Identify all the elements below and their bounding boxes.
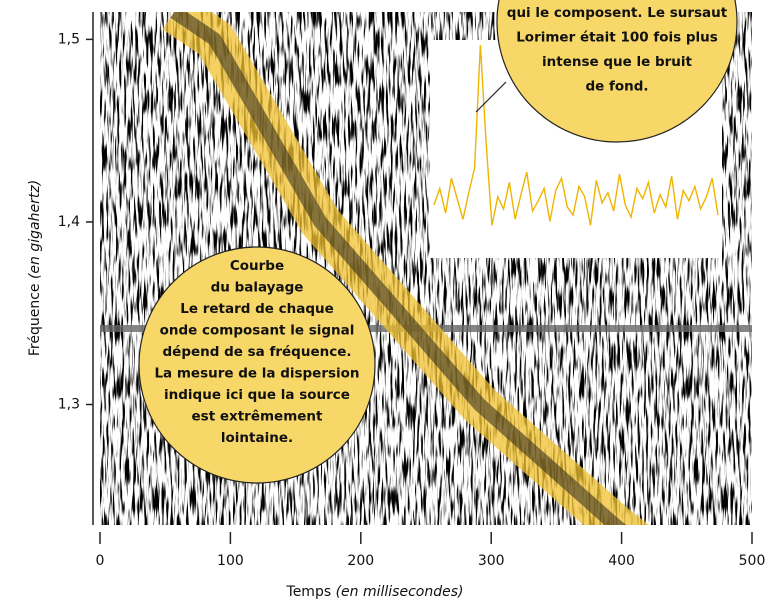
annotations: qui le composent. Le sursaut Lorimer étai… xyxy=(154,5,727,446)
annotation-line: indique ici que la source xyxy=(164,387,350,403)
x-tick-label: 400 xyxy=(608,553,635,569)
annotation-line: qui le composent. Le sursaut xyxy=(507,5,728,21)
y-tick-label: 1,5 xyxy=(58,31,80,47)
annotation-line: intense que le bruit xyxy=(542,54,693,70)
callout-left xyxy=(138,246,376,484)
x-tick-label: 200 xyxy=(347,553,374,569)
y-tick-label: 1,3 xyxy=(58,397,80,413)
x-tick-label: 100 xyxy=(217,553,244,569)
annotation-line: du balayage xyxy=(211,280,304,296)
x-tick-label: 0 xyxy=(96,553,105,569)
x-tick-label: 300 xyxy=(478,553,505,569)
connector xyxy=(475,81,507,113)
x-tick-label: 500 xyxy=(739,553,766,569)
annotation-line: est extrêmement xyxy=(192,409,324,425)
y-tick-label: 1,4 xyxy=(58,214,80,230)
annotation-line: La mesure de la dispersion xyxy=(154,366,359,382)
callout-top xyxy=(496,0,738,143)
plot xyxy=(162,12,650,525)
inset xyxy=(433,44,719,226)
annotation-line: de fond. xyxy=(585,79,648,95)
y-label: Fréquence (en gigahertz) xyxy=(27,180,43,356)
annotation-line: lointaine. xyxy=(221,430,293,446)
x-label: Temps (en millisecondes) xyxy=(286,584,464,600)
sweep-core xyxy=(170,12,627,525)
annotation-line: Lorimer était 100 fois plus xyxy=(516,30,718,46)
pulse-profile xyxy=(433,44,719,226)
annotation-line: dépend de sa fréquence. xyxy=(163,344,352,360)
annotation-line: onde composant le signal xyxy=(160,323,355,339)
annotation-line: Le retard de chaque xyxy=(180,301,334,317)
annotation-line: Courbe xyxy=(230,258,284,274)
